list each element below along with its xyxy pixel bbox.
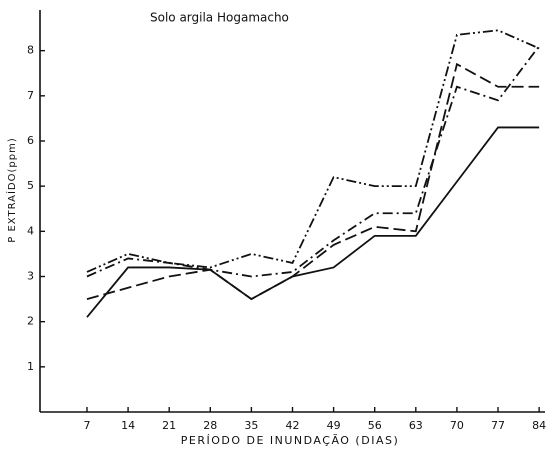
x-tick-label: 42 — [286, 419, 300, 432]
y-tick-label: 6 — [27, 134, 34, 147]
y-tick-label: 4 — [27, 224, 34, 237]
x-tick-label: 35 — [244, 419, 258, 432]
x-tick-label: 77 — [491, 419, 505, 432]
x-tick-label: 28 — [203, 419, 217, 432]
x-tick-label: 7 — [83, 419, 90, 432]
x-tick-label: 70 — [450, 419, 464, 432]
series-line — [86, 62, 540, 301]
x-tick-label: 56 — [368, 419, 382, 432]
y-tick-label: 5 — [27, 179, 34, 192]
x-axis-label: PERÍODO DE INUNDAÇÃO (DIAS) — [181, 434, 400, 447]
y-tick-label: 7 — [27, 89, 34, 102]
x-tick-label: 14 — [121, 419, 135, 432]
x-tick-label: 84 — [532, 419, 546, 432]
y-tick-label: 8 — [27, 44, 34, 57]
y-tick-label: 3 — [27, 269, 34, 282]
y-axis-label: P EXTRAÍDO(ppm) — [5, 137, 18, 242]
series-line — [86, 126, 540, 318]
chart-title: Solo argila Hogamacho — [150, 11, 289, 25]
y-tick-label: 2 — [27, 315, 34, 328]
x-tick-label: 49 — [327, 419, 341, 432]
series-line — [86, 29, 540, 273]
y-tick-label: 1 — [27, 360, 34, 373]
x-tick-label: 63 — [409, 419, 423, 432]
x-tick-label: 21 — [162, 419, 176, 432]
